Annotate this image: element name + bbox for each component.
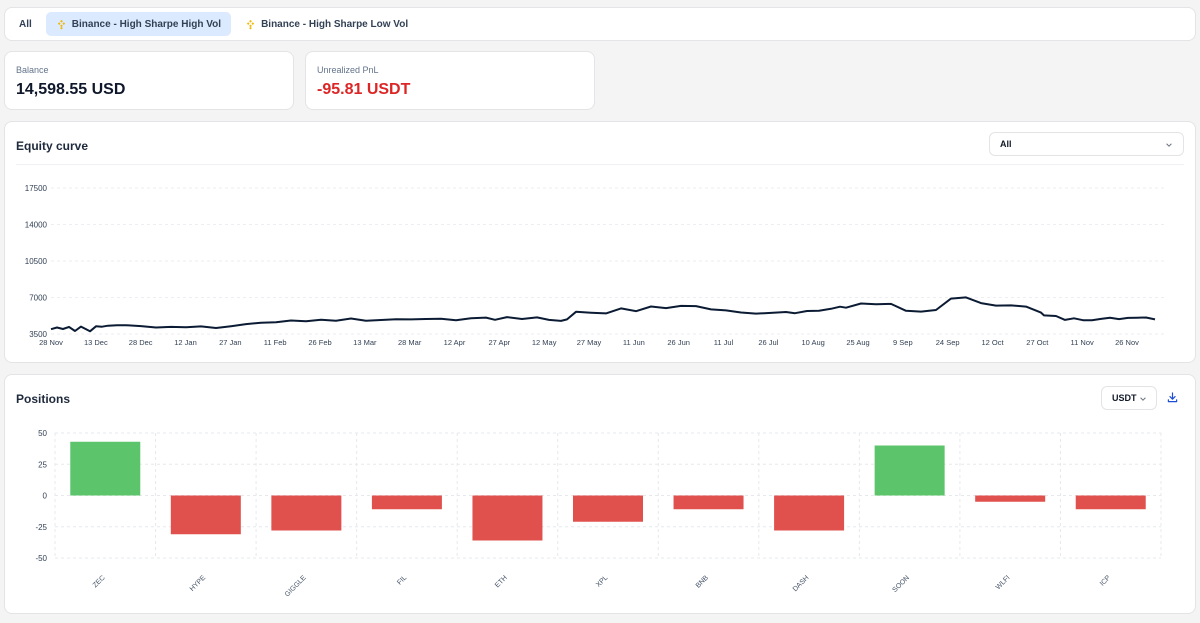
equity-x-tick: 9 Sep xyxy=(893,338,913,347)
equity-x-tick: 26 Jul xyxy=(758,338,778,347)
pnl-value: -95.81 USDT xyxy=(317,81,411,98)
equity-x-tick: 27 Apr xyxy=(488,338,510,347)
equity-x-tick: 10 Aug xyxy=(801,338,824,347)
position-x-tick: ETH xyxy=(494,574,509,589)
equity-x-tick: 28 Dec xyxy=(129,338,153,347)
equity-range-value: All xyxy=(1000,139,1012,149)
download-icon[interactable] xyxy=(1167,392,1178,403)
equity-x-tick: 11 Nov xyxy=(1071,338,1094,347)
position-bar xyxy=(975,495,1046,502)
equity-x-tick: 12 Jan xyxy=(174,338,197,347)
tab-high-vol-label: Binance - High Sharpe High Vol xyxy=(71,18,222,30)
equity-range-select[interactable]: All xyxy=(989,132,1184,156)
position-x-tick: ICP xyxy=(1099,574,1112,587)
positions-title: Positions xyxy=(16,392,71,406)
equity-x-tick: 12 Apr xyxy=(444,338,466,347)
positions-y-tick: 25 xyxy=(38,460,47,469)
tab-high-sharpe-low-vol[interactable]: Binance - High Sharpe Low Vol xyxy=(235,12,418,36)
equity-x-tick: 13 Dec xyxy=(84,338,108,347)
equity-divider xyxy=(16,164,1184,165)
equity-y-tick: 14000 xyxy=(25,221,48,230)
chevron-down-icon xyxy=(1166,143,1172,147)
chevron-down-icon xyxy=(1140,397,1146,401)
positions-y-tick: -25 xyxy=(35,523,47,532)
position-x-tick: HYPE xyxy=(189,574,208,593)
equity-x-tick: 27 May xyxy=(577,338,602,347)
pnl-card: Unrealized PnL -95.81 USDT xyxy=(305,51,595,110)
account-tabs: All Binance - High Sharpe High Vol Binan… xyxy=(4,7,1196,41)
equity-x-tick: 11 Feb xyxy=(264,338,287,347)
positions-y-tick: 50 xyxy=(38,429,47,438)
positions-y-tick: 0 xyxy=(43,492,48,501)
equity-x-tick: 24 Sep xyxy=(936,338,960,347)
positions-card: Positions USDT 50 25 0 -25 -50 ZEC HYPE GIGGLE F… xyxy=(4,374,1196,614)
equity-y-tick: 10500 xyxy=(25,257,48,266)
equity-x-tick: 28 Nov xyxy=(39,338,63,347)
equity-y-tick: 7000 xyxy=(29,294,47,303)
equity-x-tick: 26 Nov xyxy=(1115,338,1139,347)
position-x-tick: ZEC xyxy=(92,574,107,589)
equity-x-tick: 12 May xyxy=(532,338,557,347)
positions-y-tick: -50 xyxy=(35,554,47,563)
position-x-tick: FIL xyxy=(396,574,408,586)
position-x-tick: WLFI xyxy=(995,574,1012,591)
equity-x-tick: 12 Oct xyxy=(981,338,1004,347)
position-bar xyxy=(673,495,744,510)
currency-select[interactable]: USDT xyxy=(1101,386,1157,410)
equity-x-tick: 27 Oct xyxy=(1026,338,1049,347)
equity-x-tick: 26 Jun xyxy=(667,338,690,347)
positions-chart: 50 25 0 -25 -50 ZEC HYPE GIGGLE FIL ETH XPL BNB DASH… xyxy=(35,429,1162,598)
position-bar xyxy=(874,445,945,496)
binance-icon xyxy=(57,19,65,30)
position-x-tick: GIGGLE xyxy=(284,574,308,598)
equity-x-tick: 27 Jan xyxy=(219,338,242,347)
currency-value: USDT xyxy=(1112,393,1137,403)
balance-label: Balance xyxy=(16,65,49,75)
equity-chart: 3500 7000 10500 14000 17500 28 Nov 13 Dec 28 De… xyxy=(25,184,1167,347)
position-bar xyxy=(774,495,845,531)
tab-all[interactable]: All xyxy=(9,12,42,36)
tab-all-label: All xyxy=(19,18,32,30)
position-bar xyxy=(573,495,643,522)
position-x-tick: XPL xyxy=(595,574,609,588)
position-bar xyxy=(271,495,342,531)
position-bar xyxy=(70,441,141,496)
binance-icon xyxy=(246,19,255,30)
tab-low-vol-label: Binance - High Sharpe Low Vol xyxy=(261,18,409,30)
equity-y-tick: 3500 xyxy=(29,330,47,339)
position-bar xyxy=(170,495,241,535)
equity-x-tick: 25 Aug xyxy=(846,338,869,347)
equity-x-tick: 26 Feb xyxy=(308,338,331,347)
equity-card: Equity curve All 3500 7000 10500 14000 17500… xyxy=(4,121,1196,363)
pnl-label: Unrealized PnL xyxy=(317,65,379,75)
equity-y-tick: 17500 xyxy=(25,184,48,193)
equity-x-tick: 13 Mar xyxy=(353,338,377,347)
balance-card: Balance 14,598.55 USD xyxy=(4,51,294,110)
balance-value: 14,598.55 USD xyxy=(16,81,126,98)
equity-line xyxy=(50,296,1156,333)
position-bar xyxy=(1075,495,1146,510)
position-x-tick: BNB xyxy=(695,574,710,589)
position-bar xyxy=(371,495,442,510)
equity-x-tick: 11 Jul xyxy=(714,338,734,347)
tab-high-sharpe-high-vol[interactable]: Binance - High Sharpe High Vol xyxy=(45,12,232,36)
equity-title: Equity curve xyxy=(16,139,89,153)
position-x-tick: DASH xyxy=(792,574,811,593)
position-x-tick: SOON xyxy=(892,574,912,594)
equity-x-tick: 28 Mar xyxy=(398,338,422,347)
position-bar xyxy=(472,495,543,541)
equity-x-tick: 11 Jun xyxy=(623,338,645,347)
